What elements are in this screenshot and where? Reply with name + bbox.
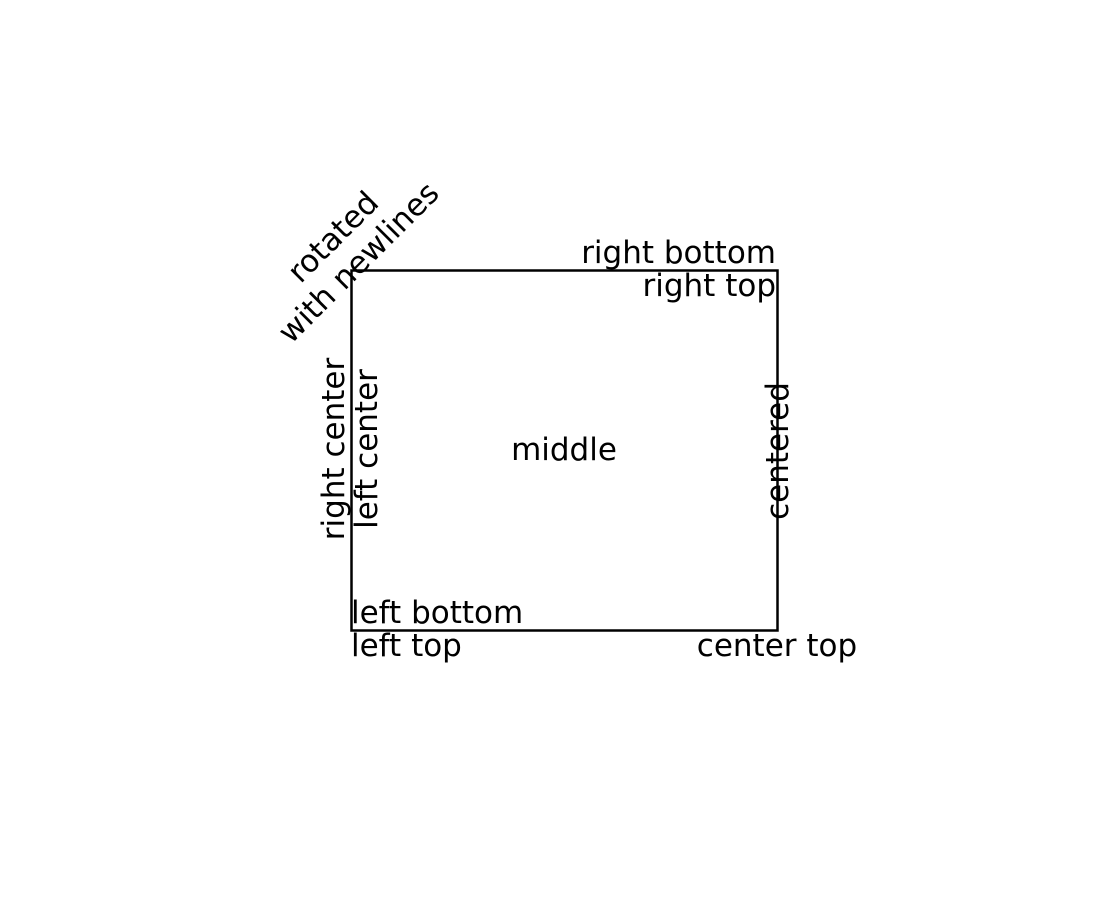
label-centered: centered [760, 382, 796, 520]
label-left-top: left top [351, 628, 462, 664]
label-left-bottom: left bottom [351, 595, 523, 631]
label-right-center: right center [316, 358, 352, 541]
label-right-top: right top [643, 268, 777, 304]
label-middle: middle [511, 432, 617, 468]
label-center-top: center top [697, 628, 857, 664]
frame-rectangle [350, 269, 779, 632]
label-right-bottom: right bottom [581, 235, 776, 271]
label-rotated-group: rotated with newlines [271, 175, 446, 350]
label-left-center: left center [349, 369, 385, 529]
